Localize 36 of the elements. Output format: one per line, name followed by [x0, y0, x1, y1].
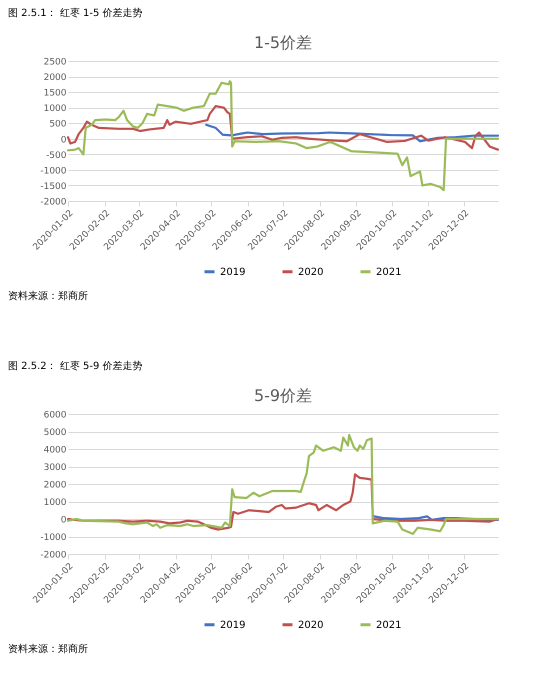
y-tick-label: 2500 [44, 58, 67, 68]
y-tick-label: -1000 [40, 533, 67, 543]
text: 资料来源：郑商所 [8, 643, 88, 655]
legend-label: 2019 [220, 266, 246, 278]
line-series [66, 80, 500, 192]
legend-label: 2021 [376, 620, 402, 631]
y-tick-label: -500 [46, 150, 67, 161]
y-tick-label: 4000 [44, 446, 67, 456]
y-tick-label: 0 [60, 135, 67, 146]
y-tick-label: 1000 [44, 104, 67, 114]
y-tick-label: 0 [60, 516, 67, 526]
y-tick-label: 1500 [44, 88, 67, 99]
y-tick-label: 5000 [44, 428, 67, 438]
y-tick-label: -2000 [40, 550, 67, 560]
line-series [66, 473, 500, 531]
legend-label: 2021 [376, 266, 402, 278]
y-tick-label: 500 [49, 120, 67, 130]
y-tick-label: 6000 [44, 410, 67, 420]
line-series [66, 434, 500, 535]
caption: 图 2.5.1： 红枣 1-5 价差走势 [8, 7, 142, 19]
y-tick-label: 3000 [44, 463, 67, 473]
legend-label: 2020 [298, 266, 324, 278]
caption: 图 2.5.2： 红枣 5-9 价差走势 [8, 360, 142, 372]
y-tick-label: 2000 [44, 480, 67, 490]
legend-label: 2020 [298, 620, 324, 631]
y-tick-label: -1000 [40, 166, 67, 176]
line-series [66, 105, 500, 151]
y-tick-label: -2000 [40, 198, 67, 208]
chart-title: 5-9价差 [254, 386, 312, 405]
text: 资料来源：郑商所 [8, 290, 88, 302]
legend-label: 2019 [220, 620, 246, 631]
y-tick-label: -1500 [40, 182, 67, 192]
line-series [205, 124, 500, 142]
y-tick-label: 1000 [44, 498, 67, 508]
chart-title: 1-5价差 [254, 33, 312, 52]
y-tick-label: 2000 [44, 73, 67, 84]
